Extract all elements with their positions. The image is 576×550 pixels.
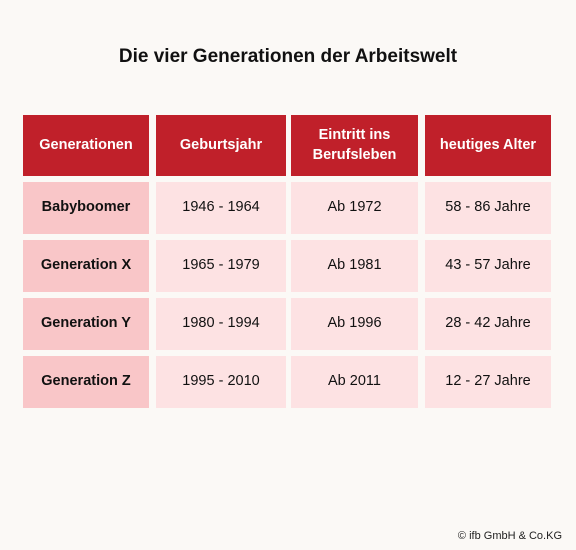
row-header: Generation Z <box>23 356 149 408</box>
table-cell: 1946 - 1964 <box>156 182 286 234</box>
table-cell: Ab 1996 <box>291 298 418 350</box>
table-cell: 43 - 57 Jahre <box>425 240 551 292</box>
table-cell: 1995 - 2010 <box>156 356 286 408</box>
copyright-notice: © ifb GmbH & Co.KG <box>457 530 562 542</box>
table-cell: 1980 - 1994 <box>156 298 286 350</box>
row-header: Generation X <box>23 240 149 292</box>
page-title: Die vier Generationen der Arbeitswelt <box>118 46 458 67</box>
column-header: Generationen <box>23 115 149 176</box>
table-cell: Ab 1981 <box>291 240 418 292</box>
column-header: Geburtsjahr <box>156 115 286 176</box>
table-cell: 28 - 42 Jahre <box>425 298 551 350</box>
row-header: Babyboomer <box>23 182 149 234</box>
column-header: heutiges Alter <box>425 115 551 176</box>
table-cell: 58 - 86 Jahre <box>425 182 551 234</box>
column-header: Eintritt ins Berufsleben <box>291 115 418 176</box>
table-cell: Ab 2011 <box>291 356 418 408</box>
table-cell: Ab 1972 <box>291 182 418 234</box>
table-cell: 1965 - 1979 <box>156 240 286 292</box>
row-header: Generation Y <box>23 298 149 350</box>
table-cell: 12 - 27 Jahre <box>425 356 551 408</box>
